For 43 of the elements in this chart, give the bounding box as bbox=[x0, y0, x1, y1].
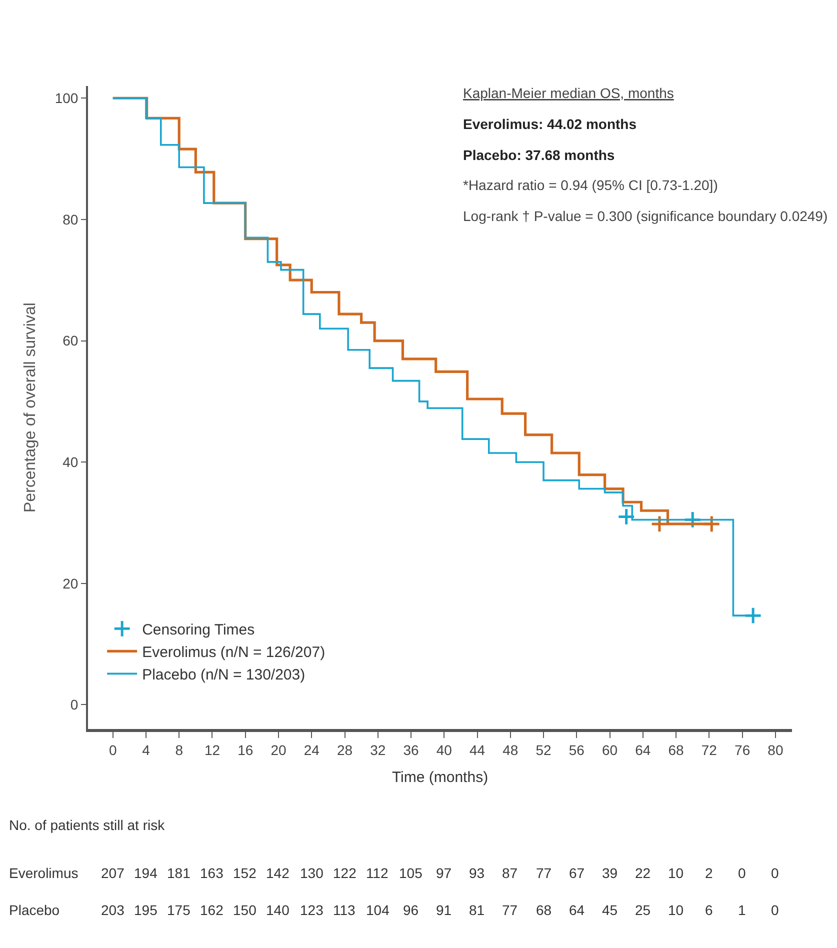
y-tick-label: 80 bbox=[62, 211, 78, 228]
y-axis-title: Percentage of overall survival bbox=[22, 302, 40, 512]
x-tick-label: 4 bbox=[142, 742, 150, 758]
text: Everolimus 207 194 181 163 152 142 130 122 112 105 97 93 87 77 67 39 22 10 2 0 0 bbox=[9, 865, 779, 881]
x-tick-label: 12 bbox=[204, 742, 220, 758]
y-tick-label: 40 bbox=[62, 454, 78, 470]
x-tick-label: 68 bbox=[668, 742, 684, 758]
x-tick-label: 56 bbox=[568, 742, 585, 758]
annotation: Everolimus: 44.02 months bbox=[463, 116, 637, 132]
y-tick-label: 60 bbox=[62, 332, 78, 349]
x-tick-label: 44 bbox=[469, 742, 486, 758]
x-tick-label: 16 bbox=[238, 742, 254, 758]
x-tick-label: 60 bbox=[602, 742, 618, 758]
legend-label: Placebo (n/N = 130/203) bbox=[142, 666, 306, 684]
point bbox=[744, 606, 762, 625]
point bbox=[684, 510, 702, 529]
x-tick-label: 64 bbox=[635, 742, 651, 758]
text: No. of patients still at risk bbox=[9, 817, 166, 833]
x-axis-title: Time (months) bbox=[392, 768, 488, 786]
x-tick-label: 24 bbox=[304, 742, 320, 758]
annotation: Placebo: 37.68 months bbox=[463, 147, 615, 163]
annotation: Log-rank † P-value = 0.300 (significance boundary 0.0249) bbox=[463, 208, 828, 224]
x-tick-label: 76 bbox=[734, 742, 750, 758]
y-tick-label: 20 bbox=[62, 575, 78, 592]
y-tick-label: 100 bbox=[54, 90, 78, 106]
x-tick-label: 48 bbox=[502, 742, 518, 758]
legend-label: Everolimus (n/N = 126/207) bbox=[142, 644, 326, 662]
x-tick-label: 32 bbox=[370, 742, 386, 758]
x-tick-label: 8 bbox=[175, 742, 184, 758]
point bbox=[617, 508, 636, 526]
x-tick-label: 80 bbox=[768, 742, 784, 758]
x-tick-label: 52 bbox=[536, 742, 552, 758]
annotation: Kaplan-Meier median OS, months bbox=[463, 85, 674, 101]
legend-label: Censoring Times bbox=[142, 622, 255, 639]
x-tick-label: 28 bbox=[336, 742, 353, 758]
x-tick-label: 40 bbox=[436, 742, 452, 758]
x-tick-label: 36 bbox=[403, 742, 420, 758]
annotation: *Hazard ratio = 0.94 (95% CI [0.73-1.20]) bbox=[463, 177, 718, 193]
x-tick-label: 20 bbox=[270, 742, 286, 758]
text: Placebo 203 195 175 162 150 140 123 113 104 96 91 81 77 68 64 45 25 10 6 1 0 bbox=[9, 902, 779, 918]
y-tick-label: 0 bbox=[70, 696, 78, 713]
x-tick-label: 0 bbox=[108, 742, 117, 758]
x-tick-label: 72 bbox=[701, 742, 718, 758]
